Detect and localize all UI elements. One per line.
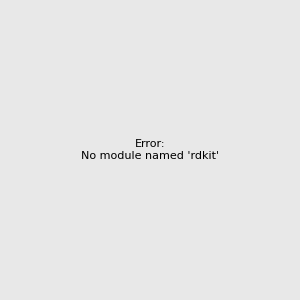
Text: Error:
No module named 'rdkit': Error: No module named 'rdkit'	[81, 139, 219, 161]
